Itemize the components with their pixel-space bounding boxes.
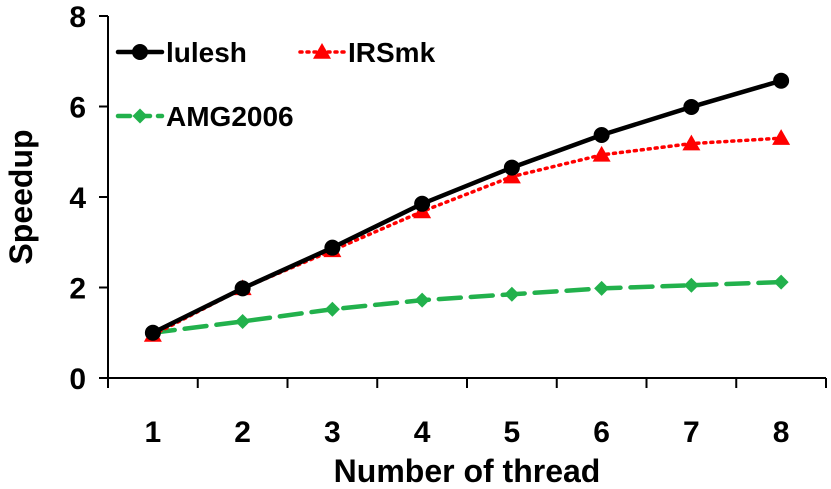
data-point-amg2006 — [324, 301, 340, 317]
y-tick-label: 6 — [69, 92, 86, 125]
y-tick-label: 8 — [69, 1, 86, 34]
x-tick-label: 2 — [234, 416, 251, 449]
data-point-amg2006 — [414, 292, 430, 308]
y-tick-label: 4 — [69, 182, 86, 215]
legend-item-irsmk: IRSmk — [298, 37, 436, 68]
data-point-amg2006 — [594, 280, 610, 296]
data-point-lulesh — [234, 280, 251, 297]
series-line-lulesh — [150, 78, 784, 335]
data-point-lulesh — [593, 127, 610, 144]
x-tick-label: 4 — [414, 416, 431, 449]
data-point-irsmk — [592, 145, 611, 162]
series-line-amg2006 — [150, 279, 784, 335]
data-point-amg2006 — [683, 277, 699, 293]
y-tick-label: 0 — [69, 363, 86, 396]
legend-swatch-marker — [132, 108, 148, 124]
series-irsmk — [143, 129, 791, 342]
x-tick-label: 5 — [504, 416, 521, 449]
legend-label: lulesh — [166, 37, 247, 68]
x-ticks: 1 2 3 4 5 6 7 8 — [107, 378, 827, 449]
legend-item-lulesh: lulesh — [115, 37, 247, 68]
data-point-lulesh — [324, 239, 341, 256]
legend-item-amg2006: AMG2006 — [115, 101, 294, 132]
series-line-irsmk — [151, 136, 783, 337]
y-ticks: 0 2 4 6 8 — [69, 1, 108, 396]
legend-label: IRSmk — [348, 37, 436, 68]
x-tick-label: 6 — [593, 416, 610, 449]
legend-swatch-marker — [313, 43, 331, 59]
y-axis-title: Speedup — [3, 129, 39, 264]
x-axis-title: Number of thread — [334, 453, 601, 489]
data-point-irsmk — [772, 129, 791, 145]
x-tick-label: 8 — [773, 416, 790, 449]
legend: lulesh IRSmk AMG2006 — [115, 37, 436, 132]
series-lulesh — [144, 72, 790, 341]
data-point-lulesh — [773, 72, 790, 89]
data-point-amg2006 — [773, 274, 789, 290]
data-point-lulesh — [144, 324, 161, 341]
legend-swatch-marker — [132, 44, 148, 60]
data-point-amg2006 — [235, 313, 251, 329]
x-tick-label: 3 — [324, 416, 341, 449]
data-point-amg2006 — [504, 286, 520, 302]
legend-label: AMG2006 — [166, 101, 294, 132]
data-point-lulesh — [683, 98, 700, 115]
series-layer — [143, 72, 791, 342]
data-point-lulesh — [414, 195, 431, 212]
data-point-lulesh — [503, 159, 520, 176]
data-point-irsmk — [682, 134, 701, 151]
x-tick-label: 1 — [145, 416, 162, 449]
x-tick-label: 7 — [683, 416, 700, 449]
y-tick-label: 2 — [69, 273, 86, 306]
